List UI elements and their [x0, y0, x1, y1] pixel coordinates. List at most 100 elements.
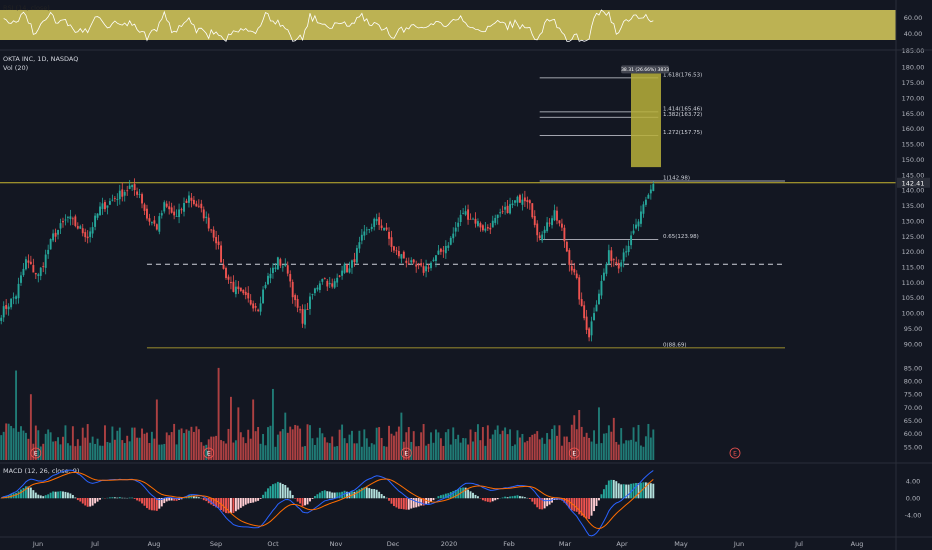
macd-histogram-bar: [141, 498, 143, 504]
macd-histogram-bar: [252, 498, 255, 503]
macd-histogram-bar: [590, 498, 593, 516]
volume-bar: [306, 424, 309, 460]
macd-histogram-bar: [205, 498, 208, 502]
candle-body: [131, 184, 134, 188]
volume-bar: [173, 423, 176, 460]
macd-histogram-bar: [52, 491, 55, 499]
candle-body: [299, 309, 302, 311]
candle-body: [148, 218, 151, 222]
volume-bar: [153, 438, 156, 460]
macd-histogram-bar: [202, 498, 205, 501]
volume-bar: [52, 441, 55, 460]
candle-body: [262, 289, 265, 304]
volume-bar: [338, 429, 341, 460]
volume-bar: [234, 440, 237, 460]
macd-histogram-bar: [370, 488, 373, 499]
volume-bar: [620, 428, 623, 460]
macd-histogram-bar: [32, 490, 35, 499]
volume-tick-label: 80.00: [904, 378, 923, 386]
time-axis-label: Sep: [210, 540, 222, 548]
candle-body: [378, 217, 381, 225]
candle-body: [627, 245, 630, 253]
macd-histogram-bar: [76, 498, 79, 501]
candle-body: [306, 309, 309, 310]
candle-body: [484, 228, 487, 231]
candle-body: [578, 277, 581, 300]
macd-histogram-bar: [531, 498, 534, 502]
macd-histogram-bar: [22, 487, 25, 499]
volume-bar: [259, 443, 262, 460]
candle-body: [205, 216, 208, 219]
volume-bar: [10, 425, 13, 460]
macd-histogram-bar: [472, 492, 474, 499]
macd-histogram-bar: [79, 498, 82, 502]
time-axis-label: Mar: [559, 540, 572, 548]
price-tick-label: 160.00: [902, 125, 925, 133]
volume-bar: [158, 444, 161, 460]
volume-bar: [565, 436, 568, 460]
candle-body: [640, 211, 642, 224]
volume-bar: [111, 426, 114, 460]
volume-bar: [81, 427, 84, 460]
volume-bar: [405, 432, 408, 460]
macd-histogram-bar: [563, 498, 566, 503]
volume-bar: [91, 436, 94, 460]
candle-body: [612, 259, 615, 261]
volume-bar: [116, 430, 119, 460]
macd-histogram-bar: [425, 498, 428, 505]
candle-body: [486, 227, 489, 229]
candle-body: [430, 262, 432, 269]
candle-body: [509, 204, 512, 214]
volume-bar: [417, 446, 420, 460]
volume-bar: [580, 426, 583, 460]
volume-bar: [17, 431, 20, 460]
candle-body: [276, 257, 279, 270]
candle-body: [244, 291, 247, 296]
candle-body: [24, 259, 27, 270]
volume-bar: [197, 429, 200, 460]
volume-bar: [373, 444, 376, 460]
macd-histogram-bar: [405, 498, 408, 510]
volume-bar: [637, 424, 640, 460]
candle-body: [104, 202, 106, 210]
volume-bar: [341, 424, 344, 460]
candle-body: [118, 190, 121, 200]
candle-body: [531, 203, 534, 218]
volume-bar: [499, 434, 502, 460]
volume-bar: [368, 446, 371, 460]
volume-bar: [336, 446, 339, 460]
macd-histogram-bar: [59, 491, 62, 499]
volume-bar: [457, 434, 460, 460]
volume-bar: [548, 439, 551, 460]
macd-label: MACD (12, 26, close, 9): [3, 467, 79, 475]
volume-bar: [521, 433, 524, 460]
candle-body: [533, 216, 536, 226]
volume-bar: [155, 399, 158, 460]
volume-bar: [420, 432, 423, 460]
candle-body: [76, 226, 79, 229]
volume-bar: [602, 433, 605, 460]
macd-histogram-bar: [432, 498, 435, 501]
candle-body: [27, 260, 30, 263]
macd-histogram-bar: [239, 498, 242, 508]
volume-bar: [284, 412, 287, 460]
candle-body: [469, 218, 472, 220]
candle-body: [247, 292, 250, 299]
time-axis-label: Aug: [851, 540, 864, 548]
volume-bar: [464, 438, 467, 460]
candle-body: [304, 309, 306, 325]
candle-body: [363, 231, 366, 236]
candle-body: [565, 241, 568, 252]
candle-body: [170, 207, 173, 213]
candle-body: [126, 190, 129, 192]
candle-body: [375, 218, 378, 222]
volume-bar: [59, 444, 62, 460]
candle-body: [420, 263, 423, 266]
candle-body: [333, 281, 336, 288]
candle-body: [439, 248, 442, 252]
candle-body: [388, 231, 390, 239]
macd-histogram-bar: [620, 484, 623, 499]
price-tick-label: 165.00: [902, 110, 925, 118]
macd-histogram-bar: [328, 491, 331, 499]
